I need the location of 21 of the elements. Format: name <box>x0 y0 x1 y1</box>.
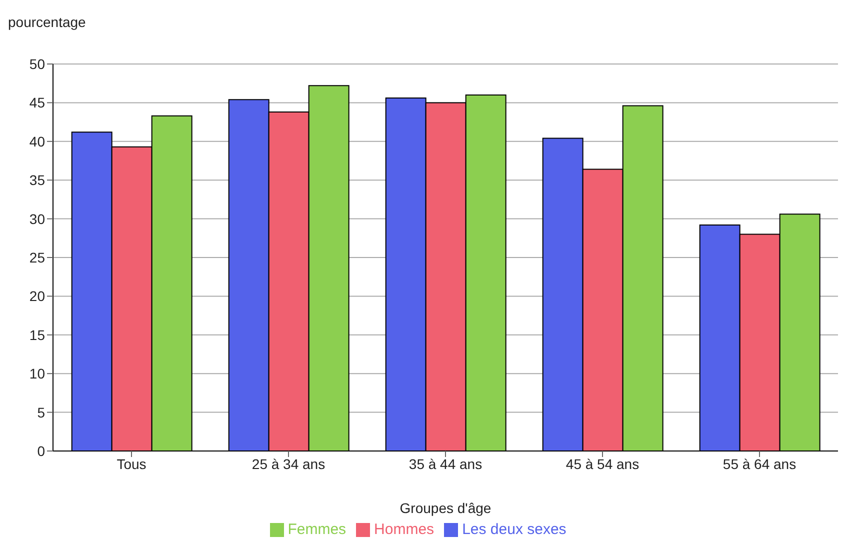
legend-label: Les deux sexes <box>462 521 566 538</box>
y-tick-label: 40 <box>29 133 46 150</box>
x-tick-label: Tous <box>116 456 146 472</box>
y-tick-label: 35 <box>29 172 46 188</box>
y-tick-label: 15 <box>29 326 46 343</box>
x-tick-label: 55 à 64 ans <box>722 456 796 472</box>
y-tick-label: 50 <box>29 56 46 72</box>
y-tick-label: 45 <box>29 94 46 111</box>
legend-label: Femmes <box>288 521 346 538</box>
y-tick-label: 25 <box>29 249 46 266</box>
y-tick-label: 10 <box>29 366 46 382</box>
y-tick-label: 5 <box>37 404 46 420</box>
y-tick-label: 0 <box>37 442 46 459</box>
y-tick-label: 20 <box>29 288 46 304</box>
y-axis-title: pourcentage <box>8 14 86 30</box>
x-tick-label: 45 à 54 ans <box>566 456 640 472</box>
x-tick-label: 25 à 34 ans <box>252 456 326 472</box>
legend-label: Hommes <box>374 521 434 538</box>
x-axis-title: Groupes d'âge <box>400 500 492 516</box>
x-tick-label: 35 à 44 ans <box>408 456 482 472</box>
y-tick-label: 30 <box>29 210 46 227</box>
